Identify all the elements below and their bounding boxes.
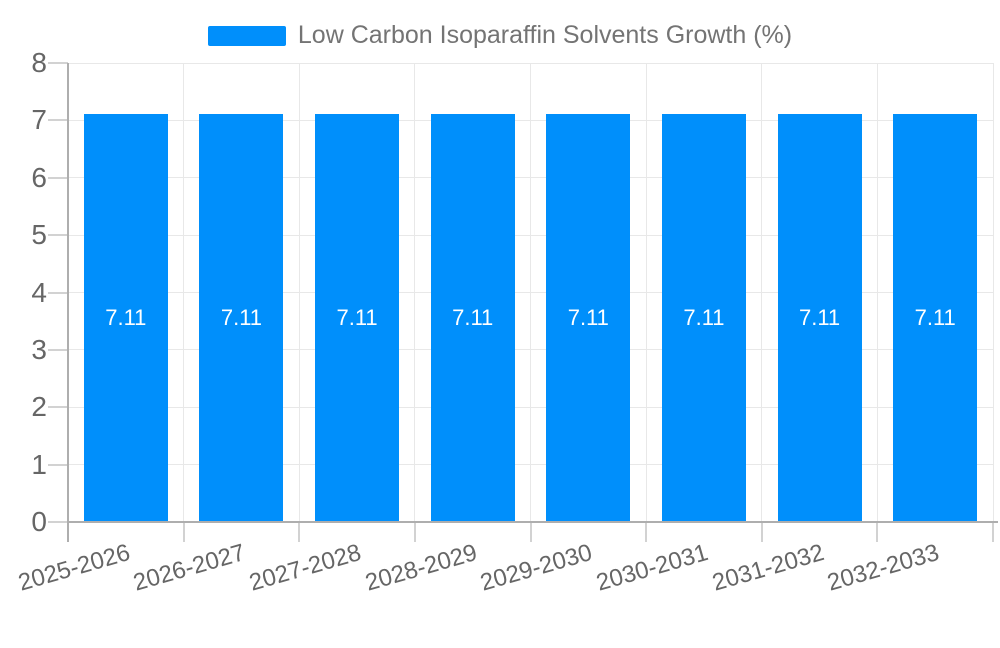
y-axis-label: 4 [31,276,47,308]
bar[interactable]: 7.11 [661,114,746,522]
y-axis-line [67,63,69,542]
x-axis-tick [298,522,301,542]
bar[interactable]: 7.11 [83,114,168,522]
gridline-vertical [645,63,647,522]
bar-value-label: 7.11 [798,305,841,331]
bar-chart: Low Carbon Isoparaffin Solvents Growth (… [0,21,1000,597]
y-axis-tick [48,119,68,122]
legend-swatch [207,25,286,46]
bar[interactable]: 7.11 [893,114,978,522]
y-axis-tick [48,348,68,351]
x-axis-tick [529,522,532,542]
gridline-vertical [761,63,763,522]
x-axis-tick [182,522,185,542]
y-axis-tick [48,62,68,64]
y-axis-label: 2 [31,391,47,423]
y-axis-label: 3 [31,333,47,365]
bar-value-label: 7.11 [683,305,725,331]
y-axis-label: 1 [31,448,47,480]
x-axis-tick [876,522,879,542]
y-axis-tick [48,406,68,409]
y-axis-label: 5 [31,219,47,251]
y-axis-tick [48,176,68,179]
bar-value-label: 7.11 [105,305,147,331]
gridline-vertical [530,63,531,522]
bar[interactable]: 7.11 [546,114,631,522]
y-axis-tick [48,463,68,466]
bar[interactable]: 7.11 [430,114,515,522]
bar[interactable]: 7.11 [315,114,400,522]
x-axis-tick [413,522,416,542]
gridline-vertical [992,63,994,522]
bar[interactable]: 7.11 [199,114,284,522]
y-axis-tick [48,234,68,237]
bar-value-label: 7.11 [567,305,609,331]
bar-value-label: 7.11 [452,305,494,331]
legend-label: Low Carbon Isoparaffin Solvents Growth (… [297,21,793,49]
x-axis-line [68,521,998,523]
y-axis-label: 8 [31,47,47,78]
gridline-vertical [876,63,878,522]
y-axis-label: 7 [31,104,47,136]
bar-value-label: 7.11 [220,305,263,331]
y-axis-label: 0 [31,506,47,537]
y-axis-tick [48,521,68,523]
bar-value-label: 7.11 [914,305,956,331]
bar-value-label: 7.11 [336,305,378,331]
bar[interactable]: 7.11 [777,114,862,522]
gridline-vertical [414,63,416,522]
y-axis-label: 6 [31,161,47,193]
y-axis-tick [48,291,68,294]
x-axis-tick [760,522,763,542]
gridline-vertical [183,63,185,522]
x-axis-tick [992,522,994,542]
x-axis-tick [645,522,648,542]
gridline-vertical [298,63,300,522]
legend[interactable]: Low Carbon Isoparaffin Solvents Growth (… [0,21,1000,50]
